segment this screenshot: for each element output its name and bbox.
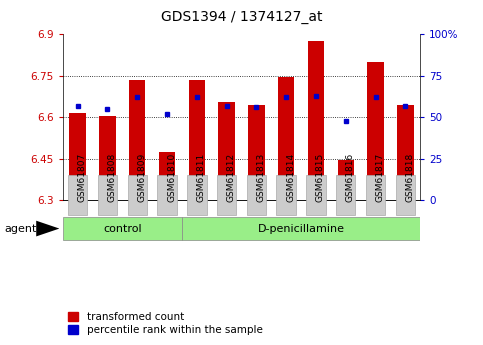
FancyBboxPatch shape bbox=[182, 217, 420, 240]
FancyBboxPatch shape bbox=[396, 175, 415, 215]
Text: GSM61809: GSM61809 bbox=[137, 153, 146, 202]
FancyBboxPatch shape bbox=[217, 175, 236, 215]
Bar bbox=[189, 80, 205, 200]
Bar bbox=[397, 105, 413, 200]
Text: GSM61818: GSM61818 bbox=[405, 153, 414, 202]
Text: GSM61813: GSM61813 bbox=[256, 153, 265, 202]
Text: GSM61807: GSM61807 bbox=[78, 153, 86, 202]
Text: GSM61815: GSM61815 bbox=[316, 153, 325, 202]
Bar bbox=[368, 62, 384, 200]
FancyBboxPatch shape bbox=[157, 175, 177, 215]
Bar bbox=[70, 113, 86, 200]
Legend: transformed count, percentile rank within the sample: transformed count, percentile rank withi… bbox=[68, 312, 263, 335]
Text: GSM61812: GSM61812 bbox=[227, 153, 236, 202]
Bar bbox=[159, 152, 175, 200]
FancyBboxPatch shape bbox=[63, 217, 182, 240]
Text: D-penicillamine: D-penicillamine bbox=[257, 224, 344, 234]
FancyBboxPatch shape bbox=[98, 175, 117, 215]
Bar bbox=[129, 80, 145, 200]
Text: GDS1394 / 1374127_at: GDS1394 / 1374127_at bbox=[161, 10, 322, 24]
Bar bbox=[278, 77, 294, 200]
Bar bbox=[99, 116, 115, 200]
FancyBboxPatch shape bbox=[306, 175, 326, 215]
Text: GSM61816: GSM61816 bbox=[346, 153, 355, 202]
FancyBboxPatch shape bbox=[68, 175, 87, 215]
FancyBboxPatch shape bbox=[128, 175, 147, 215]
Text: control: control bbox=[103, 224, 142, 234]
Text: GSM61811: GSM61811 bbox=[197, 153, 206, 202]
Polygon shape bbox=[36, 221, 59, 236]
FancyBboxPatch shape bbox=[247, 175, 266, 215]
Text: GSM61814: GSM61814 bbox=[286, 153, 295, 202]
Bar bbox=[218, 102, 235, 200]
Bar bbox=[248, 105, 265, 200]
FancyBboxPatch shape bbox=[366, 175, 385, 215]
FancyBboxPatch shape bbox=[336, 175, 355, 215]
FancyBboxPatch shape bbox=[276, 175, 296, 215]
Text: agent: agent bbox=[5, 224, 37, 234]
Text: GSM61817: GSM61817 bbox=[376, 153, 384, 202]
Bar bbox=[308, 41, 324, 200]
Text: GSM61810: GSM61810 bbox=[167, 153, 176, 202]
Bar bbox=[338, 160, 354, 200]
FancyBboxPatch shape bbox=[187, 175, 207, 215]
Text: GSM61808: GSM61808 bbox=[108, 153, 116, 202]
